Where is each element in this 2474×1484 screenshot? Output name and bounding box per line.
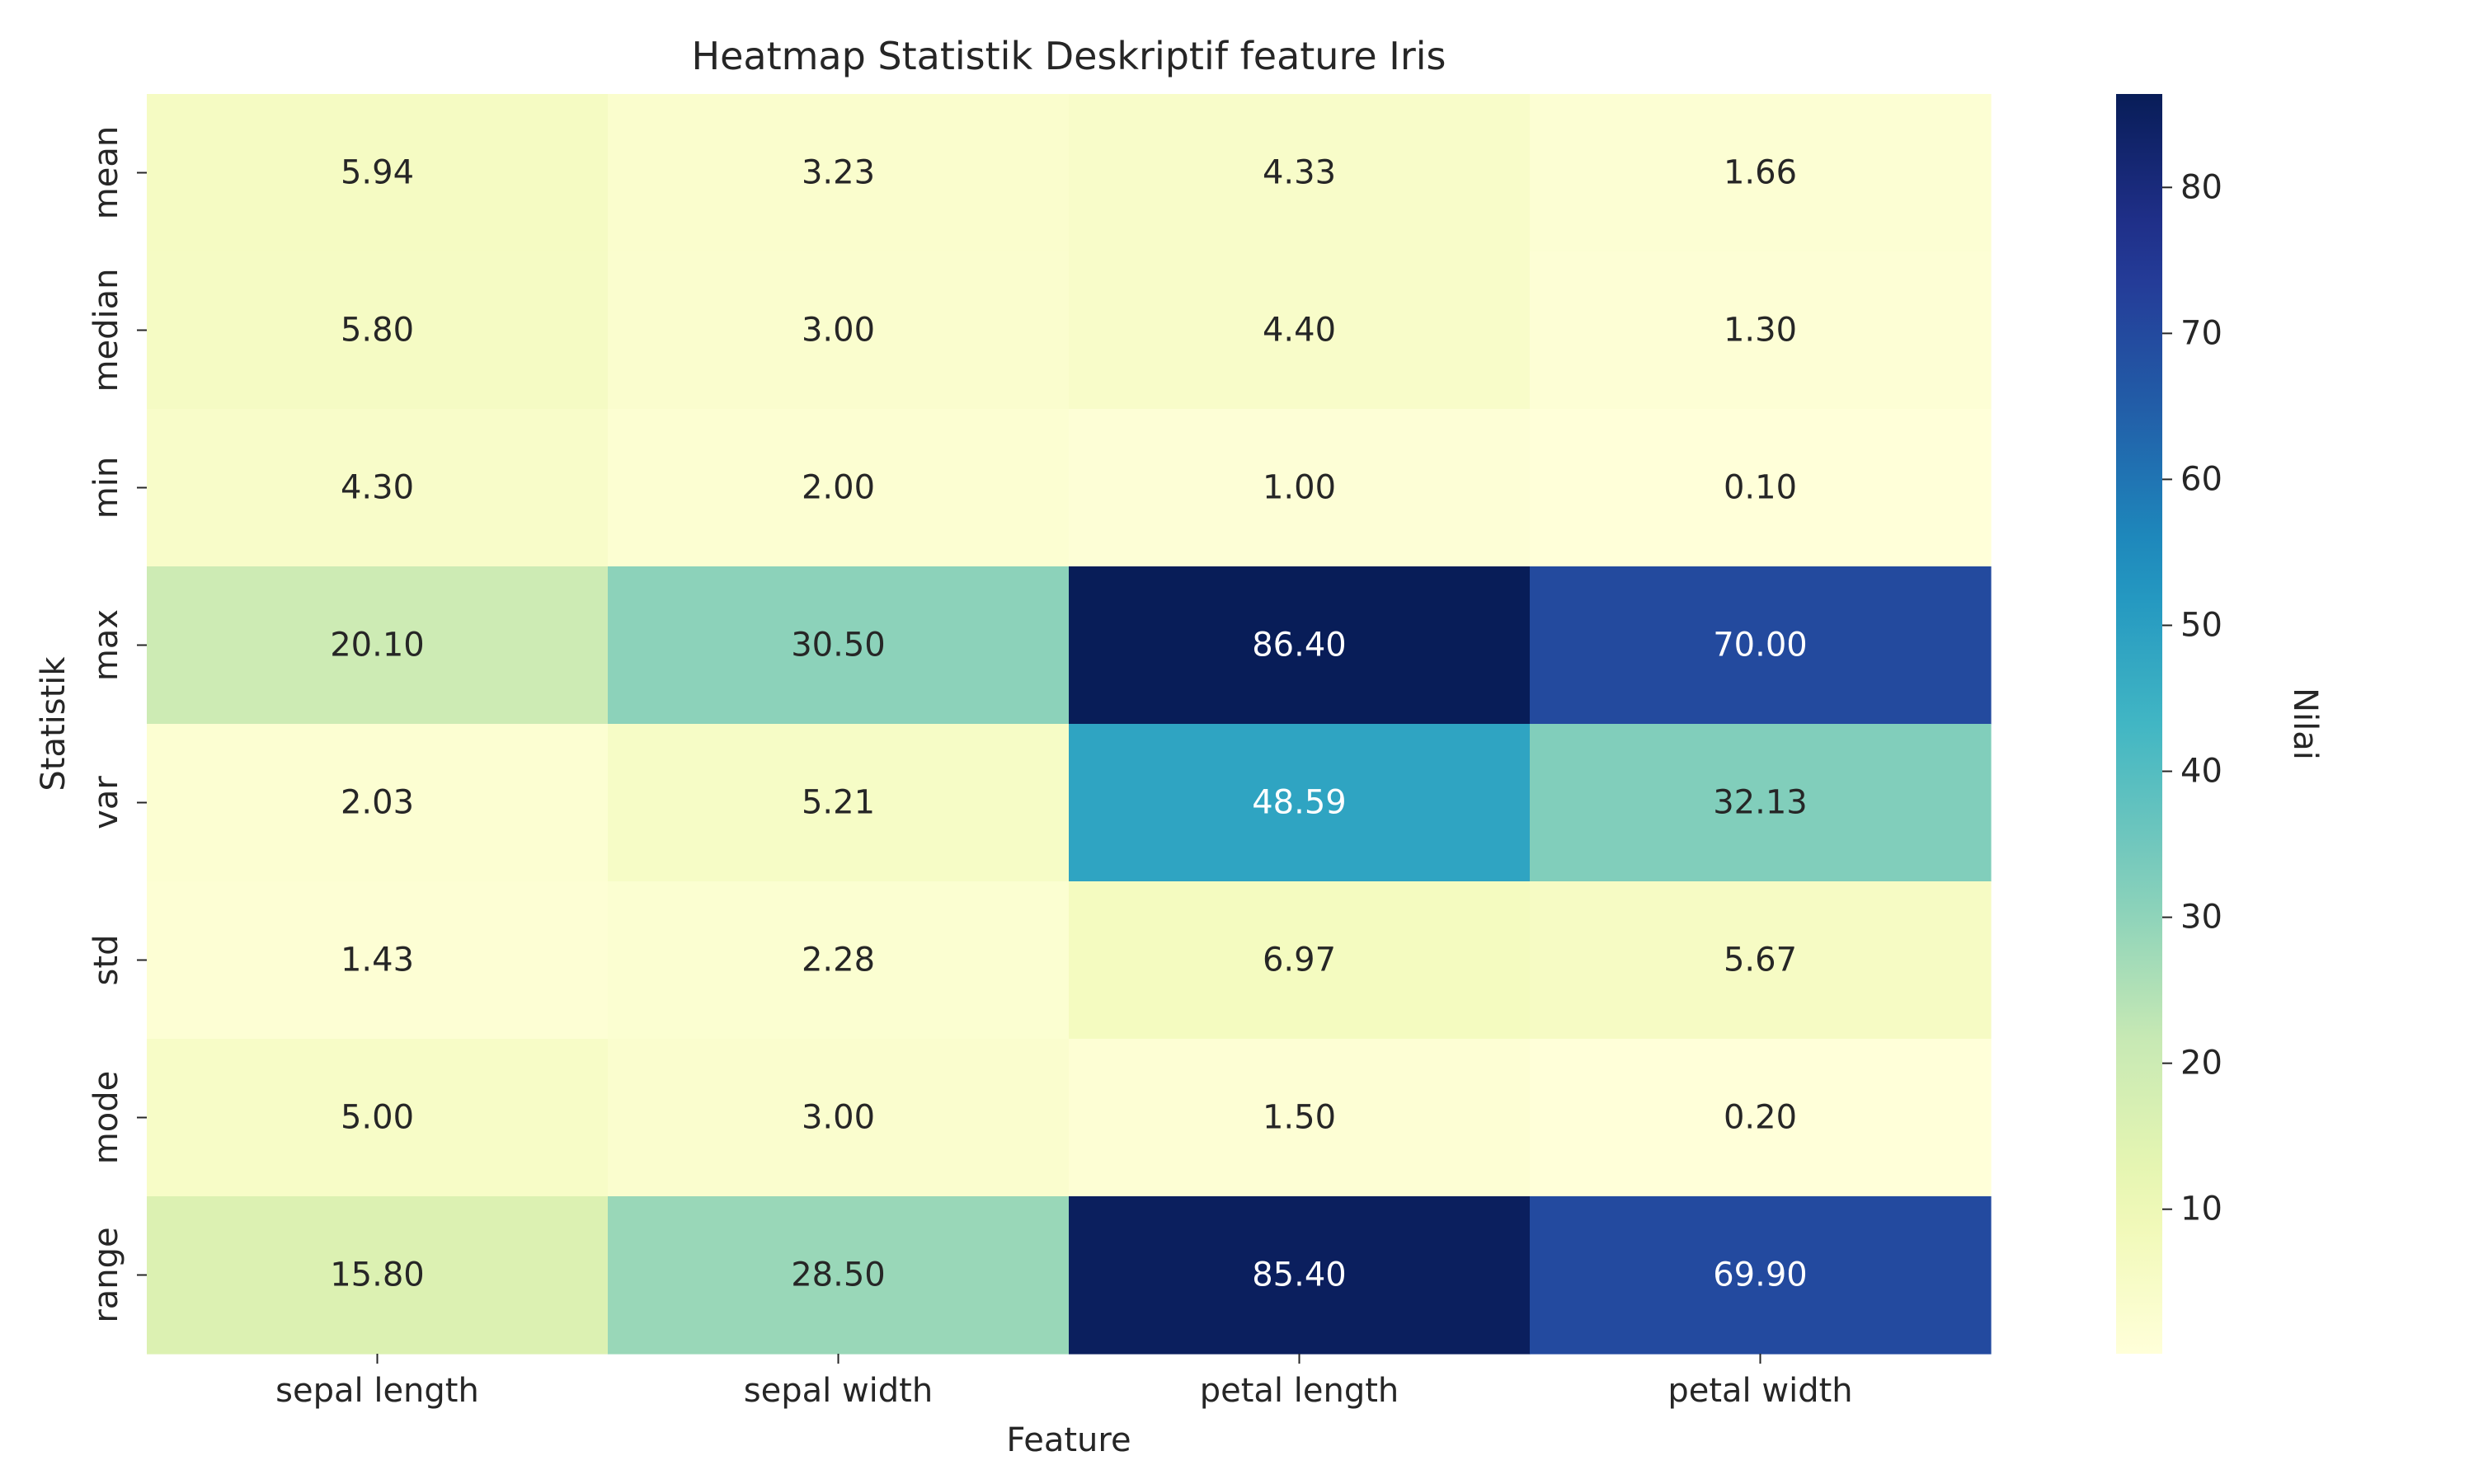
colorbar-tick-label: 50 [2180, 606, 2222, 644]
colorbar: 10 20 30 40 50 60 70 80 Nilai [2116, 94, 2324, 1354]
cell-value-label: 5.21 [802, 784, 875, 822]
heatmap-cell [147, 1039, 609, 1197]
heatmap-cell [1069, 1196, 1531, 1355]
cell-value-label: 2.03 [341, 784, 414, 822]
x-tick-label: petal width [1667, 1372, 1852, 1410]
cell-value-label: 6.97 [1263, 942, 1336, 979]
heatmap-cell [608, 409, 1070, 567]
cell-value-label: 1.00 [1263, 469, 1336, 507]
y-tick-label: mode [87, 1071, 125, 1164]
cell-value-label: 1.50 [1263, 1099, 1336, 1137]
cell-value-label: 30.50 [791, 627, 886, 665]
heatmap-cell [608, 94, 1070, 252]
cell-value-label: 5.94 [341, 154, 414, 192]
y-tick-label: mean [87, 126, 125, 219]
colorbar-gradient [2116, 94, 2162, 1354]
cell-value-label: 0.20 [1724, 1099, 1797, 1137]
cell-value-label: 3.00 [802, 312, 875, 350]
cell-value-label: 28.50 [791, 1256, 886, 1294]
cell-value-label: 1.66 [1724, 154, 1797, 192]
x-tick-label: sepal length [275, 1372, 479, 1410]
cell-value-label: 3.00 [802, 1099, 875, 1137]
cell-value-label: 3.23 [802, 154, 875, 192]
heatmap-cell [1530, 251, 1992, 410]
y-tick-label: std [87, 935, 125, 986]
colorbar-tick-label: 60 [2180, 460, 2222, 498]
colorbar-tick-label: 80 [2180, 168, 2222, 206]
heatmap-cell [147, 724, 609, 882]
y-tick-label: var [87, 776, 125, 829]
cell-value-label: 20.10 [330, 627, 425, 665]
chart-title: Heatmap Statistik Deskriptif feature Iri… [692, 34, 1446, 78]
heatmap-cell [608, 881, 1070, 1040]
heatmap-cell [1530, 1196, 1992, 1355]
heatmap-cell [1069, 94, 1531, 252]
heatmap-cell [147, 251, 609, 410]
heatmap-cell [1069, 881, 1531, 1040]
colorbar-ticks: 10 20 30 40 50 60 70 80 [2162, 168, 2222, 1228]
colorbar-label: Nilai [2286, 688, 2324, 760]
y-tick-label: min [87, 457, 125, 519]
heatmap-cell [147, 1196, 609, 1355]
heatmap-cell [1069, 251, 1531, 410]
cell-value-label: 48.59 [1252, 784, 1347, 822]
x-axis-label: Feature [1006, 1421, 1131, 1459]
x-tick-label: sepal width [744, 1372, 933, 1410]
y-tick-label: median [87, 269, 125, 392]
cell-value-label: 1.43 [341, 942, 414, 979]
heatmap-cell [608, 1039, 1070, 1197]
cell-value-label: 2.00 [802, 469, 875, 507]
cell-value-label: 2.28 [802, 942, 875, 979]
cell-value-label: 0.10 [1724, 469, 1797, 507]
cell-value-label: 32.13 [1713, 784, 1808, 822]
cell-value-label: 1.30 [1724, 312, 1797, 350]
colorbar-tick-label: 10 [2180, 1190, 2222, 1228]
heatmap-cell [1530, 1039, 1992, 1197]
heatmap-cell [1069, 566, 1531, 725]
heatmap-cells [147, 94, 1992, 1355]
colorbar-tick-label: 20 [2180, 1045, 2222, 1082]
y-axis-label: Statistik [35, 656, 73, 791]
cell-value-label: 4.40 [1263, 312, 1336, 350]
cell-value-label: 5.00 [341, 1099, 414, 1137]
cell-value-label: 5.80 [341, 312, 414, 350]
heatmap-cell [147, 881, 609, 1040]
heatmap-cell [608, 1196, 1070, 1355]
heatmap-cell [1530, 724, 1992, 882]
x-axis-ticks: sepal length sepal width petal length petal… [275, 1354, 1853, 1410]
heatmap-cell [608, 724, 1070, 882]
cell-value-labels: 5.94 3.23 4.33 1.66 5.80 3.00 4.40 1.30 4.30 2.00… [330, 154, 1808, 1294]
cell-value-label: 85.40 [1252, 1256, 1347, 1294]
heatmap-cell [147, 94, 609, 252]
colorbar-tick-label: 70 [2180, 314, 2222, 352]
heatmap-cell [1530, 94, 1992, 252]
cell-value-label: 4.30 [341, 469, 414, 507]
cell-value-label: 70.00 [1713, 627, 1808, 665]
y-tick-label: range [87, 1227, 125, 1322]
y-axis-ticks: mean median min max var std mode range [87, 126, 147, 1323]
colorbar-tick-label: 40 [2180, 753, 2222, 791]
heatmap-cell [147, 566, 609, 725]
heatmap-cell [1530, 881, 1992, 1040]
heatmap-cell [147, 409, 609, 567]
heatmap-cell [608, 251, 1070, 410]
heatmap-cell [1069, 724, 1531, 882]
cell-value-label: 86.40 [1252, 627, 1347, 665]
x-tick-label: petal length [1200, 1372, 1399, 1410]
cell-value-label: 4.33 [1263, 154, 1336, 192]
heatmap-cell [1530, 409, 1992, 567]
cell-value-label: 15.80 [330, 1256, 425, 1294]
heatmap-cell [1530, 566, 1992, 725]
cell-value-label: 69.90 [1713, 1256, 1808, 1294]
cell-value-label: 5.67 [1724, 942, 1797, 979]
heatmap-cell [608, 566, 1070, 725]
y-tick-label: max [87, 609, 125, 681]
heatmap-cell [1069, 409, 1531, 567]
heatmap-cell [1069, 1039, 1531, 1197]
colorbar-tick-label: 30 [2180, 899, 2222, 937]
